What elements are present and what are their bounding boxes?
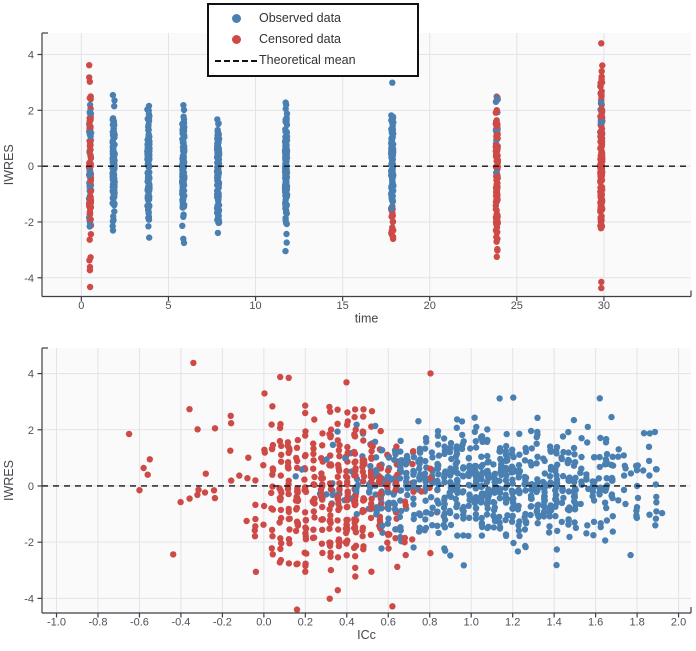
svg-text:1.0: 1.0 [464,617,479,629]
legend-item-censored: Censored data [213,29,411,50]
svg-text:2: 2 [28,105,34,117]
svg-text:-2: -2 [24,537,34,549]
scatter-points [85,40,606,292]
observed-data-marker [213,14,259,23]
axes [37,32,692,301]
svg-text:-0.2: -0.2 [213,617,232,629]
tick-labels: -1.0 -0.8 -0.6 -0.4 -0.2 0.0 0.2 0.4 0.6 0.8 1.0 1.… [24,369,686,629]
scatter-points [125,359,666,613]
svg-text:15: 15 [337,300,349,312]
svg-text:-0.4: -0.4 [171,617,190,629]
svg-text:1.6: 1.6 [588,617,603,629]
y-axis-label: IWRES [2,144,16,185]
svg-text:2.0: 2.0 [671,617,686,629]
svg-text:-1.0: -1.0 [47,617,66,629]
plot-legend: Observed data Censored data Theoretical … [207,3,419,77]
svg-text:4: 4 [28,49,34,61]
svg-text:2: 2 [28,425,34,437]
svg-text:-0.8: -0.8 [88,617,107,629]
legend-label-observed: Observed data [259,11,341,25]
svg-text:1.8: 1.8 [629,617,644,629]
svg-text:10: 10 [249,300,261,312]
x-axis-label: time [355,312,379,326]
svg-text:25: 25 [511,300,523,312]
tick-labels: 0 5 10 15 20 25 30 -4 -2 0 2 4 [24,49,610,312]
axes [37,347,692,618]
svg-text:0: 0 [28,161,34,173]
svg-text:5: 5 [165,300,171,312]
legend-item-theoretical-mean: Theoretical mean [213,50,411,71]
y-axis-label: IWRES [2,460,16,501]
x-axis-label: ICc [357,628,376,642]
svg-text:0.4: 0.4 [339,617,354,629]
svg-text:-4: -4 [24,593,34,605]
svg-text:-0.6: -0.6 [130,617,149,629]
svg-text:0.2: 0.2 [298,617,313,629]
iwres-vs-icc-plot: -1.0 -0.8 -0.6 -0.4 -0.2 0.0 0.2 0.4 0.6 0.8 1.0 1.… [2,347,692,642]
legend-label-censored: Censored data [259,32,342,46]
svg-text:0: 0 [78,300,84,312]
svg-text:4: 4 [28,369,34,381]
svg-text:0.0: 0.0 [256,617,271,629]
svg-text:30: 30 [598,300,610,312]
svg-text:0.6: 0.6 [381,617,396,629]
svg-text:1.4: 1.4 [547,617,562,629]
legend-label-theoretical-mean: Theoretical mean [259,53,356,67]
svg-text:-4: -4 [24,273,34,285]
svg-text:1.2: 1.2 [505,617,520,629]
svg-text:-2: -2 [24,217,34,229]
svg-text:20: 20 [424,300,436,312]
censored-data-marker [213,35,259,44]
svg-text:0.8: 0.8 [422,617,437,629]
theoretical-mean-line-marker [213,59,259,62]
svg-text:0: 0 [28,481,34,493]
legend-item-observed: Observed data [213,8,411,29]
